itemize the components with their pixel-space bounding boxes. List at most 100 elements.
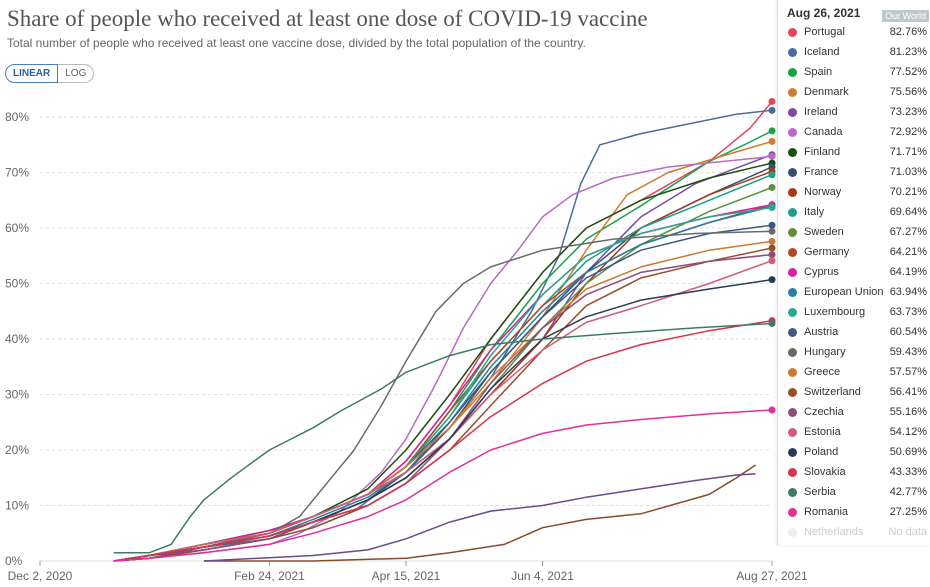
legend-panel: Aug 26, 2021 Our World Portugal 82.76% Ice…	[777, 0, 930, 545]
series-endpoint	[768, 244, 776, 252]
legend-value: 77.52%	[889, 66, 927, 78]
legend-item[interactable]: Spain 77.52%	[778, 62, 930, 82]
legend-country-name: Serbia	[804, 486, 836, 498]
series-endpoint	[768, 171, 776, 179]
legend-country-name: Italy	[804, 206, 825, 218]
legend-color-dot	[788, 307, 797, 317]
y-tick-label: 20%	[5, 443, 29, 457]
series-line	[113, 409, 773, 562]
legend-country-name: Portugal	[804, 26, 845, 38]
legend-item[interactable]: Slovakia 43.33%	[778, 462, 930, 482]
series-line	[113, 130, 773, 562]
chart-title: Share of people who received at least on…	[7, 6, 648, 31]
legend-color-dot	[788, 227, 797, 237]
legend-value: 57.57%	[889, 366, 927, 378]
legend-date: Aug 26, 2021	[787, 6, 861, 20]
legend-item[interactable]: Estonia 54.12%	[778, 422, 930, 442]
legend-value: 67.27%	[889, 226, 927, 238]
legend-item[interactable]: Czechia 55.16%	[778, 402, 930, 422]
legend-country-name: Luxembourg	[804, 306, 866, 318]
series-line	[113, 319, 773, 562]
legend-country-name: Cyprus	[804, 266, 839, 278]
legend-item[interactable]: Romania 27.25%	[778, 502, 930, 522]
legend-item[interactable]: Serbia 42.77%	[778, 482, 930, 502]
series-line	[113, 140, 773, 562]
series-line	[113, 322, 773, 554]
legend-item[interactable]: Canada 72.92%	[778, 122, 930, 142]
series-endpoint	[768, 237, 776, 245]
legend-value: 42.77%	[889, 486, 927, 498]
legend-item[interactable]: Switzerland 56.41%	[778, 382, 930, 402]
legend-item[interactable]: Austria 60.54%	[778, 322, 930, 342]
legend-value: 72.92%	[889, 126, 927, 138]
legend-item[interactable]: Luxembourg 63.73%	[778, 302, 930, 322]
legend-country-name: Romania	[804, 506, 849, 518]
legend-color-dot	[788, 287, 797, 297]
series-line	[113, 203, 773, 562]
legend-item[interactable]: Germany 64.21%	[778, 242, 930, 262]
y-tick-label: 70%	[5, 166, 29, 180]
series-line	[203, 473, 756, 562]
legend-color-dot	[788, 107, 797, 117]
series-line	[113, 259, 773, 562]
chart-subtitle: Total number of people who received at l…	[7, 36, 586, 50]
series-endpoint	[768, 406, 776, 414]
legend-country-name: Denmark	[804, 86, 849, 98]
legend-country-name: Greece	[804, 366, 841, 378]
legend-color-dot	[788, 527, 797, 537]
log-scale-button[interactable]: LOG	[58, 64, 95, 83]
series-endpoint	[768, 137, 776, 145]
legend-value: 27.25%	[889, 506, 927, 518]
legend-country-name: Iceland	[804, 46, 840, 58]
legend-item[interactable]: Ireland 73.23%	[778, 102, 930, 122]
legend-color-dot	[788, 507, 797, 517]
legend-item[interactable]: European Union 63.94%	[778, 282, 930, 302]
legend-value: 69.64%	[889, 206, 927, 218]
linear-scale-button[interactable]: LINEAR	[5, 64, 59, 83]
legend-color-dot	[788, 87, 797, 97]
legend-value: 64.21%	[889, 246, 927, 258]
legend-item[interactable]: France 71.03%	[778, 162, 930, 182]
owid-logo: Our World	[882, 10, 929, 22]
legend-item[interactable]: Netherlands No data	[778, 522, 930, 542]
legend-country-name: European Union	[804, 286, 884, 298]
series-line	[113, 203, 773, 562]
legend-value: 43.33%	[889, 466, 927, 478]
legend-item[interactable]: Finland 71.71%	[778, 142, 930, 162]
legend-item[interactable]: Italy 69.64%	[778, 202, 930, 222]
legend-item[interactable]: Hungary 59.43%	[778, 342, 930, 362]
legend-country-name: Slovakia	[804, 466, 846, 478]
line-chart: 0% 10% 20% 30% 40% 50% 60% 70% 80% Dec 2, 2020 Feb…	[5, 97, 808, 583]
legend-value: 63.73%	[889, 306, 927, 318]
legend-item[interactable]: Norway 70.21%	[778, 182, 930, 202]
legend-value: 55.16%	[889, 406, 927, 418]
legend-country-name: Poland	[804, 446, 839, 458]
legend-country-name: Estonia	[804, 426, 841, 438]
series-endpoint	[768, 319, 776, 327]
legend-country-name: Czechia	[804, 406, 844, 418]
series-line	[113, 224, 773, 562]
legend-item[interactable]: Iceland 81.23%	[778, 42, 930, 62]
legend-value: 70.21%	[889, 186, 927, 198]
legend-item[interactable]: Portugal 82.76%	[778, 22, 930, 42]
y-tick-label: 30%	[5, 388, 29, 402]
legend-value: 54.12%	[889, 426, 927, 438]
series-endpoint	[768, 276, 776, 284]
legend-country-name: Netherlands	[804, 526, 864, 538]
legend-color-dot	[788, 387, 797, 397]
legend-color-dot	[788, 207, 797, 217]
legend-item[interactable]: Denmark 75.56%	[778, 82, 930, 102]
series-endpoint	[768, 221, 776, 229]
legend-item[interactable]: Sweden 67.27%	[778, 222, 930, 242]
series-line	[113, 206, 773, 562]
legend-item[interactable]: Poland 50.69%	[778, 442, 930, 462]
series-line	[113, 230, 773, 562]
legend-color-dot	[788, 27, 797, 37]
series-endpoint	[768, 227, 776, 235]
legend-item[interactable]: Cyprus 64.19%	[778, 262, 930, 282]
legend-item[interactable]: Greece 57.57%	[778, 362, 930, 382]
x-tick-label: Jun 4, 2021	[511, 569, 574, 583]
legend-value: 63.94%	[889, 286, 927, 298]
legend-country-name: Austria	[804, 326, 839, 338]
y-tick-label: 0%	[5, 554, 23, 568]
